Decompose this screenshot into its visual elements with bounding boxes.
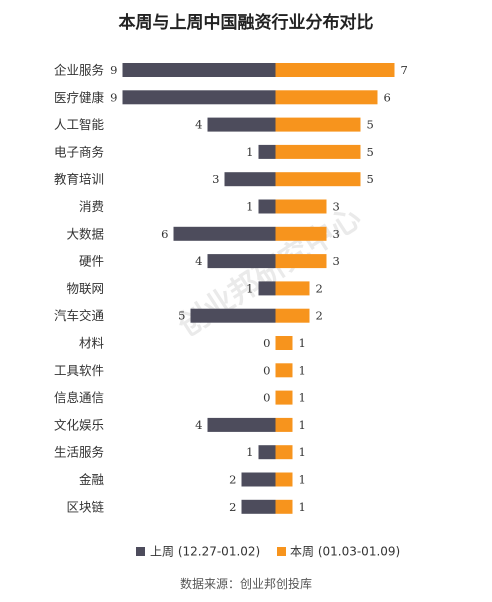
watermark-text: 创业邦研究中心: [171, 200, 367, 344]
value-label-this-week: 2: [316, 309, 323, 323]
value-label-this-week: 7: [401, 63, 408, 77]
value-label-last-week: 0: [263, 391, 270, 405]
bar-this-week: [275, 117, 361, 132]
bar-this-week: [275, 417, 293, 432]
legend-label-last-week: 上周 (12.27-01.02): [150, 545, 260, 559]
category-label: 工具软件: [54, 363, 104, 378]
value-label-last-week: 0: [263, 336, 270, 350]
value-label-this-week: 1: [299, 336, 306, 350]
value-label-last-week: 3: [212, 172, 219, 186]
legend-swatch-this-week: [277, 547, 286, 556]
value-label-this-week: 3: [333, 254, 340, 268]
category-label: 信息通信: [54, 390, 104, 405]
value-label-this-week: 3: [333, 200, 340, 214]
bar-this-week: [275, 90, 378, 105]
value-label-this-week: 1: [299, 418, 306, 432]
category-label: 材料: [79, 336, 105, 351]
value-label-this-week: 2: [316, 281, 323, 295]
legend: 上周 (12.27-01.02) 本周 (01.03-01.09): [136, 545, 400, 559]
category-label: 文化娱乐: [54, 417, 104, 432]
value-label-last-week: 4: [195, 118, 202, 132]
value-label-last-week: 4: [195, 418, 202, 432]
watermark: 创业邦研究中心: [171, 200, 367, 344]
value-label-last-week: 5: [178, 309, 185, 323]
category-label: 教育培训: [54, 172, 104, 187]
category-label: 企业服务: [54, 63, 104, 78]
bar-last-week: [122, 63, 276, 77]
value-label-this-week: 1: [299, 500, 306, 514]
value-label-this-week: 1: [299, 391, 306, 405]
bar-this-week: [275, 144, 361, 159]
bar-last-week: [207, 254, 276, 269]
bar-last-week: [258, 445, 276, 460]
bar-last-week: [224, 172, 276, 187]
bar-this-week: [275, 254, 327, 269]
labels-layer: 企业服务 9 7 医疗健康 9 6 人工智能 4 5 电子商务 1 5 教育培训 3 5 消费 1 3 大数据 6 3 硬…: [54, 63, 408, 515]
value-label-this-week: 1: [299, 363, 306, 377]
value-label-this-week: 5: [367, 172, 374, 186]
value-label-this-week: 5: [367, 145, 374, 159]
value-label-last-week: 1: [246, 281, 253, 295]
bar-last-week: [207, 417, 276, 432]
category-label: 汽车交通: [54, 308, 105, 323]
value-label-last-week: 4: [195, 254, 202, 268]
value-label-this-week: 6: [384, 90, 391, 104]
bar-last-week: [241, 499, 276, 514]
category-label: 人工智能: [54, 117, 105, 132]
legend-label-this-week: 本周 (01.03-01.09): [290, 545, 400, 559]
category-label: 物联网: [66, 281, 104, 296]
category-label: 硬件: [79, 254, 104, 269]
bar-last-week: [258, 199, 276, 214]
value-label-last-week: 2: [229, 500, 236, 514]
bar-last-week: [207, 117, 276, 132]
value-label-this-week: 1: [299, 445, 306, 459]
chart-title: 本周与上周中国融资行业分布对比: [118, 13, 374, 33]
bar-this-week: [275, 281, 310, 296]
bar-last-week: [258, 281, 276, 296]
bar-this-week: [275, 445, 293, 460]
category-label: 大数据: [66, 226, 104, 241]
value-label-last-week: 9: [110, 90, 117, 104]
bar-this-week: [275, 199, 327, 214]
value-label-last-week: 1: [246, 145, 253, 159]
category-label: 医疗健康: [54, 90, 105, 105]
value-label-last-week: 1: [246, 200, 253, 214]
bar-last-week: [241, 472, 276, 487]
category-label: 金融: [79, 472, 105, 487]
bar-last-week: [190, 308, 276, 323]
category-label: 生活服务: [54, 445, 104, 460]
bar-last-week: [173, 226, 276, 241]
value-label-this-week: 3: [333, 227, 340, 241]
bar-this-week: [275, 363, 293, 378]
value-label-last-week: 6: [161, 227, 168, 241]
bar-this-week: [275, 63, 395, 77]
value-label-this-week: 5: [367, 118, 374, 132]
category-label: 消费: [79, 199, 104, 214]
bar-this-week: [275, 226, 327, 241]
value-label-last-week: 9: [110, 63, 117, 77]
category-label: 区块链: [66, 499, 104, 514]
source-note: 数据来源：创业邦创投库: [179, 577, 312, 591]
value-label-last-week: 1: [246, 445, 253, 459]
value-label-last-week: 2: [229, 473, 236, 487]
legend-swatch-last-week: [136, 547, 145, 556]
bar-this-week: [275, 472, 293, 487]
bar-this-week: [275, 308, 310, 323]
value-label-this-week: 1: [299, 473, 306, 487]
bar-this-week: [275, 499, 293, 514]
bars-layer: [122, 63, 395, 514]
bar-this-week: [275, 390, 293, 405]
value-label-last-week: 0: [263, 363, 270, 377]
bar-last-week: [122, 90, 276, 105]
bar-last-week: [258, 144, 276, 159]
category-label: 电子商务: [54, 144, 104, 159]
bar-this-week: [275, 172, 361, 187]
bar-this-week: [275, 336, 293, 350]
